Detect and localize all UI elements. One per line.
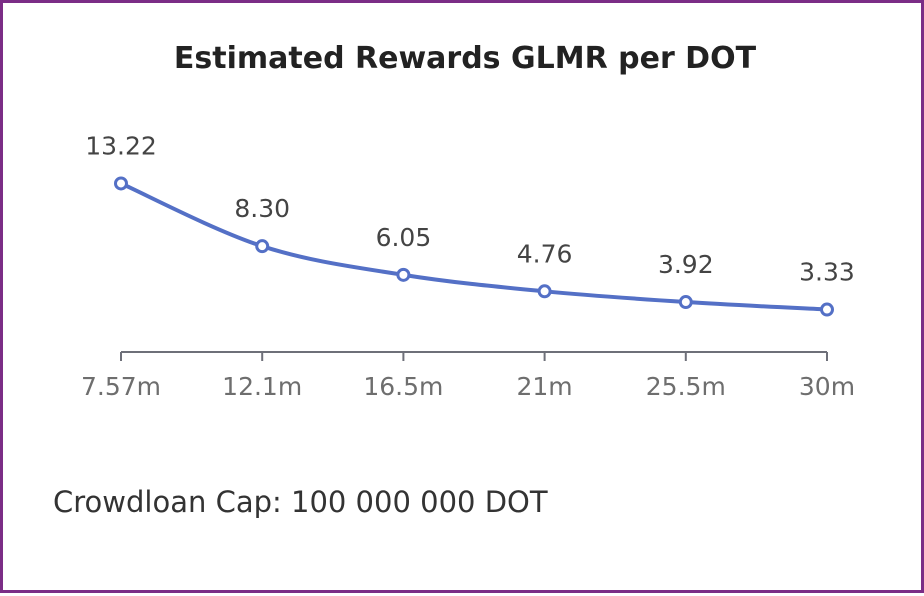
x-axis-tick-label: 16.5m [363,372,443,401]
data-label: 4.76 [517,239,573,268]
data-point [678,295,693,310]
data-label: 3.92 [658,250,714,279]
x-axis-tick-label: 30m [799,372,855,401]
data-point [537,284,552,299]
data-label: 3.33 [799,258,855,287]
data-label: 6.05 [376,223,432,252]
x-axis-tick-labels: 7.57m 12.1m 16.5m 21m 25.5m 30m [81,372,855,401]
data-label: 13.22 [85,131,157,160]
line-chart: 7.57m 12.1m 16.5m 21m 25.5m 30m 13.22 8.30 6.05… [81,131,855,401]
data-labels: 13.22 8.30 6.05 4.76 3.92 3.33 [85,131,855,286]
x-axis-tick-label: 25.5m [646,372,726,401]
x-axis-tick-label: 21m [517,372,573,401]
chart-title: Estimated Rewards GLMR per DOT [173,41,757,76]
data-point [396,267,411,282]
data-points [114,176,834,317]
series-line [120,181,828,312]
x-axis-ticks [120,352,828,361]
x-axis-tick-label: 7.57m [81,372,161,401]
x-axis-tick-label: 12.1m [222,372,302,401]
data-label: 8.30 [234,194,290,223]
data-point [255,239,270,254]
data-point [114,176,128,191]
data-point [820,302,834,317]
crowdloan-cap-note: Crowdloan Cap: 100 000 000 DOT [53,485,548,519]
